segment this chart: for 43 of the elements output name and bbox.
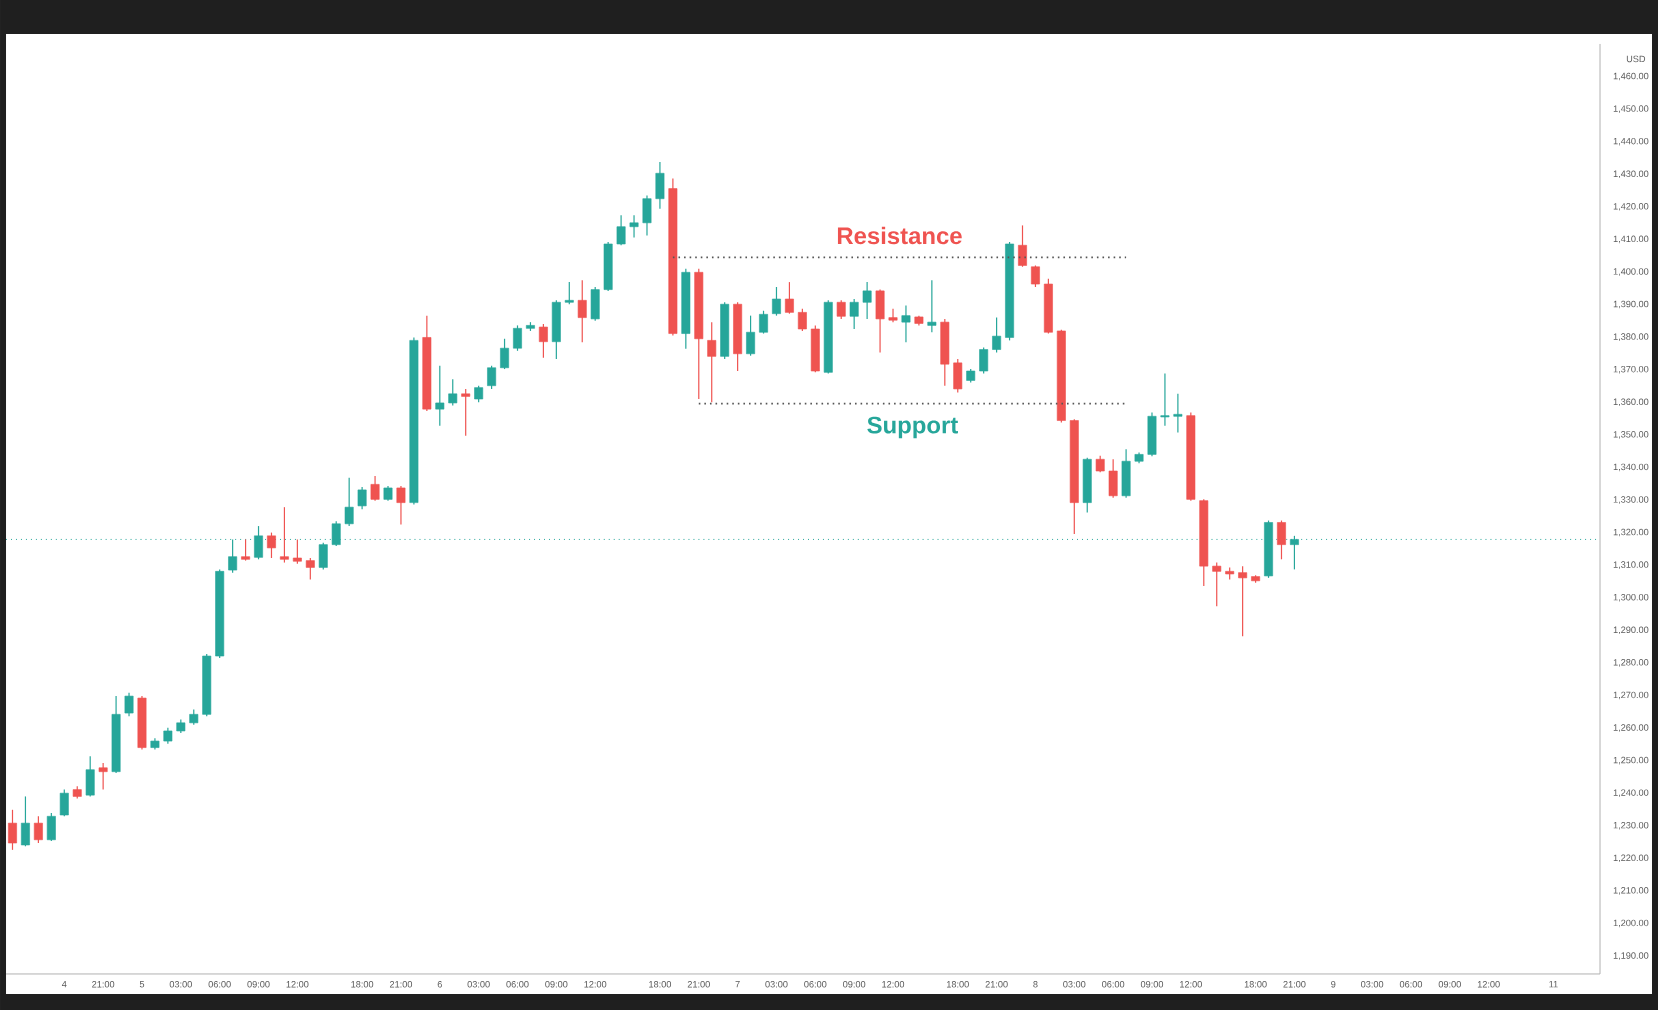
candlestick: [1018, 224, 1027, 268]
candlestick: [564, 281, 574, 305]
candlestick: [759, 310, 768, 335]
candlestick: [396, 485, 406, 526]
candlestick: [487, 365, 497, 390]
candlestick: [21, 795, 30, 847]
candlestick: [797, 308, 807, 332]
candlestick: [279, 506, 289, 564]
candlestick: [267, 531, 276, 559]
candlestick: [370, 475, 380, 502]
candlestick: [46, 812, 56, 842]
candlestick: [538, 323, 548, 359]
candlestick: [784, 281, 794, 315]
candlestick: [810, 324, 820, 373]
candlestick: [1082, 457, 1092, 513]
candlestick: [357, 486, 367, 510]
candlestick: [8, 809, 17, 851]
series-label: Support: [867, 416, 958, 439]
series-label: Resistance: [837, 226, 962, 245]
candlestick: [1277, 519, 1286, 560]
candlestick: [901, 304, 911, 343]
candlestick: [707, 321, 717, 403]
candlestick: [927, 279, 937, 333]
candlestick: [577, 279, 587, 343]
candlestick: [772, 286, 781, 317]
candlestick: [551, 299, 561, 360]
candlestick: [59, 789, 69, 817]
candlestick: [992, 317, 1002, 354]
candlestick: [85, 755, 95, 798]
candlestick: [124, 692, 134, 717]
candlestick: [461, 388, 471, 437]
candlestick: [746, 315, 756, 357]
candlestick: [500, 338, 509, 370]
candlestick: [228, 538, 238, 574]
candlestick: [33, 815, 43, 844]
candlestick: [836, 299, 846, 320]
candlestick: [1031, 264, 1040, 288]
candlestick: [241, 538, 251, 562]
candlestick: [513, 324, 522, 352]
candlestick: [292, 538, 302, 565]
candlestick: [305, 557, 315, 581]
candlestick: [1238, 565, 1248, 637]
candlestick: [98, 762, 108, 791]
